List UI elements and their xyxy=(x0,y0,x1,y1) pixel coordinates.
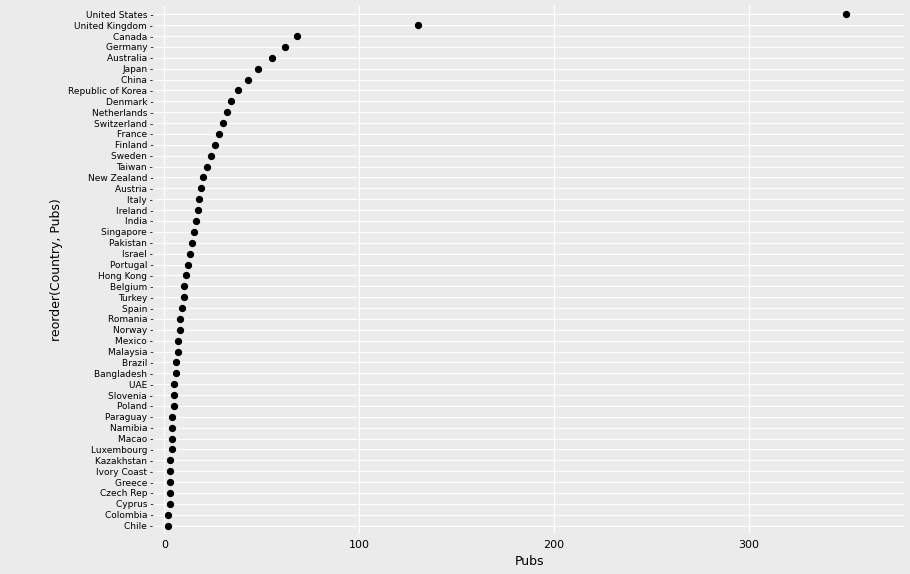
Point xyxy=(163,499,177,509)
Point xyxy=(185,238,199,247)
Point xyxy=(212,129,227,138)
Point xyxy=(187,227,201,236)
Point xyxy=(183,249,197,258)
Point xyxy=(163,488,177,498)
Point xyxy=(250,64,265,73)
Point xyxy=(165,445,179,454)
Y-axis label: reorder(Country, Pubs): reorder(Country, Pubs) xyxy=(50,199,63,342)
Point xyxy=(169,358,184,367)
Point xyxy=(207,140,222,149)
Point xyxy=(216,118,230,127)
Point xyxy=(177,293,191,302)
Point xyxy=(410,21,425,30)
Point xyxy=(175,304,189,313)
Point xyxy=(192,195,207,204)
Point xyxy=(169,369,184,378)
Point xyxy=(180,260,195,269)
Point xyxy=(161,510,176,519)
Point xyxy=(165,423,179,432)
Point xyxy=(167,379,181,389)
Point xyxy=(165,434,179,443)
Point xyxy=(839,10,854,19)
Point xyxy=(188,216,203,226)
Point xyxy=(190,205,205,215)
Point xyxy=(163,467,177,476)
Point xyxy=(289,32,304,41)
Point xyxy=(167,390,181,400)
Point xyxy=(171,347,186,356)
Point xyxy=(177,282,191,291)
X-axis label: Pubs: Pubs xyxy=(515,556,544,568)
Point xyxy=(241,75,256,84)
Point xyxy=(161,521,176,530)
Point xyxy=(173,325,187,335)
Point xyxy=(278,42,292,52)
Point xyxy=(173,315,187,324)
Point xyxy=(196,173,210,182)
Point xyxy=(231,86,246,95)
Point xyxy=(167,401,181,410)
Point xyxy=(163,456,177,465)
Point xyxy=(264,53,278,63)
Point xyxy=(178,271,193,280)
Point xyxy=(171,336,186,345)
Point xyxy=(223,96,238,106)
Point xyxy=(165,412,179,421)
Point xyxy=(194,184,208,193)
Point xyxy=(163,478,177,487)
Point xyxy=(200,162,215,171)
Point xyxy=(219,107,234,117)
Point xyxy=(204,151,218,160)
